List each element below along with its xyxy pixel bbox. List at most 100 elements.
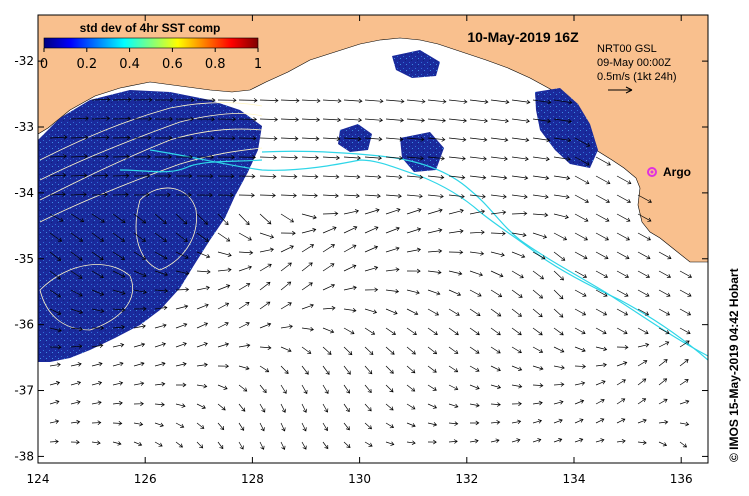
velocity-arrow xyxy=(238,117,258,122)
velocity-arrow xyxy=(238,384,248,392)
velocity-arrow xyxy=(301,303,314,310)
velocity-arrow xyxy=(427,248,443,254)
velocity-arrow xyxy=(49,232,63,242)
velocity-arrow xyxy=(217,154,235,160)
velocity-arrow xyxy=(70,380,82,386)
velocity-arrow xyxy=(280,136,299,141)
velocity-arrow xyxy=(574,381,586,386)
velocity-arrow xyxy=(595,438,605,443)
velocity-arrow xyxy=(406,208,422,215)
velocity-arrow xyxy=(595,175,611,185)
velocity-arrow xyxy=(70,154,88,159)
velocity-arrow xyxy=(322,226,337,234)
velocity-arrow xyxy=(175,441,183,448)
velocity-arrow xyxy=(511,289,523,298)
velocity-arrow xyxy=(238,136,257,141)
velocity-arrow xyxy=(406,365,416,374)
velocity-arrow xyxy=(553,327,564,336)
velocity-arrow xyxy=(259,301,271,310)
velocity-arrow xyxy=(280,441,286,450)
velocity-arrow xyxy=(280,213,295,223)
velocity-arrow xyxy=(301,174,319,179)
velocity-arrow xyxy=(574,438,584,443)
velocity-arrow xyxy=(427,346,438,355)
velocity-arrow xyxy=(364,245,379,253)
velocity-arrow xyxy=(553,99,573,105)
velocity-arrow xyxy=(595,213,610,222)
velocity-arrow xyxy=(574,308,587,316)
velocity-arrow xyxy=(91,270,104,279)
velocity-arrow xyxy=(49,135,68,140)
velocity-arrow xyxy=(448,346,459,354)
velocity-arrow xyxy=(364,136,383,142)
velocity-arrow xyxy=(280,245,294,253)
velocity-arrow xyxy=(427,208,443,215)
velocity-arrow xyxy=(637,251,651,260)
velocity-arrow xyxy=(91,380,103,386)
velocity-arrow xyxy=(511,156,529,162)
velocity-arrow xyxy=(469,194,486,199)
velocity-arrow xyxy=(511,438,521,443)
velocity-arrow xyxy=(574,137,591,147)
velocity-arrow xyxy=(553,438,563,443)
velocity-arrow xyxy=(112,251,125,260)
velocity-arrow xyxy=(616,344,629,350)
velocity-arrow xyxy=(238,98,258,103)
colorbar-tick-label: 0 xyxy=(40,57,48,72)
velocity-arrow xyxy=(343,327,355,335)
velocity-arrow xyxy=(511,419,522,425)
velocity-arrow xyxy=(154,232,167,242)
velocity-arrow xyxy=(574,175,590,185)
velocity-arrow xyxy=(238,422,245,431)
velocity-arrow xyxy=(553,400,564,405)
velocity-arrow xyxy=(175,304,189,310)
velocity-arrow xyxy=(91,135,110,140)
velocity-arrow xyxy=(406,227,422,234)
velocity-arrow xyxy=(322,155,340,161)
y-tick-label: -36 xyxy=(14,318,34,332)
map-title: 10-May-2019 16Z xyxy=(467,29,579,45)
velocity-arrow xyxy=(553,308,564,318)
velocity-arrow xyxy=(70,270,83,279)
velocity-arrow xyxy=(91,251,104,261)
velocity-arrow xyxy=(406,174,424,180)
velocity-arrow xyxy=(133,192,150,198)
velocity-arrow xyxy=(469,365,480,372)
velocity-arrow xyxy=(511,211,528,216)
velocity-arrow xyxy=(385,208,401,215)
velocity-arrow xyxy=(133,342,146,348)
velocity-arrow xyxy=(133,441,143,447)
velocity-arrow xyxy=(679,289,692,297)
velocity-arrow xyxy=(217,267,232,273)
velocity-arrow xyxy=(259,174,277,179)
velocity-arrow xyxy=(574,194,589,204)
velocity-arrow xyxy=(259,345,272,350)
velocity-arrow xyxy=(511,308,522,317)
velocity-arrow xyxy=(301,441,307,450)
velocity-arrow xyxy=(133,232,146,242)
velocity-arrow xyxy=(469,118,488,123)
velocity-arrow xyxy=(175,192,192,198)
velocity-arrow xyxy=(385,226,400,234)
velocity-arrow xyxy=(406,155,424,161)
info-line-2: 09-May 00:00Z xyxy=(597,57,671,69)
velocity-arrow xyxy=(196,383,208,389)
velocity-arrow xyxy=(343,346,353,356)
velocity-arrow xyxy=(469,402,480,408)
sst-data-region xyxy=(38,90,262,362)
velocity-arrow xyxy=(616,398,626,405)
velocity-arrow xyxy=(175,403,186,408)
velocity-arrow xyxy=(532,137,551,143)
velocity-arrow xyxy=(427,228,443,234)
velocity-arrow xyxy=(595,232,609,241)
velocity-arrow xyxy=(616,270,630,278)
velocity-arrow xyxy=(637,327,649,335)
sst-patch-east xyxy=(535,88,598,168)
velocity-arrow xyxy=(343,308,357,313)
velocity-arrow xyxy=(385,422,395,429)
velocity-arrow xyxy=(154,361,166,367)
velocity-arrow xyxy=(112,441,122,446)
velocity-arrow xyxy=(154,305,168,311)
velocity-arrow xyxy=(553,365,565,370)
y-tick-label: -34 xyxy=(14,186,34,200)
